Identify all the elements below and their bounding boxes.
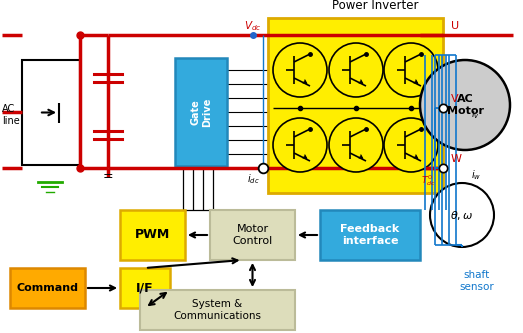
Circle shape bbox=[329, 118, 383, 172]
Text: shaft
sensor: shaft sensor bbox=[460, 270, 494, 292]
Bar bbox=[10, 268, 85, 308]
Text: System &
Communications: System & Communications bbox=[174, 299, 262, 321]
Bar bbox=[320, 210, 420, 260]
Circle shape bbox=[329, 43, 383, 97]
Text: Power Inverter: Power Inverter bbox=[332, 0, 419, 12]
Circle shape bbox=[420, 60, 510, 150]
Text: I/F: I/F bbox=[136, 281, 154, 294]
Text: W: W bbox=[451, 154, 462, 164]
Text: $V_{dc}$: $V_{dc}$ bbox=[244, 19, 262, 33]
Text: $\theta,\omega$: $\theta,\omega$ bbox=[450, 208, 474, 221]
Text: Command: Command bbox=[17, 283, 78, 293]
Circle shape bbox=[273, 43, 327, 97]
Text: Feedback
interface: Feedback interface bbox=[340, 224, 400, 246]
Text: PWM: PWM bbox=[135, 228, 170, 241]
Bar bbox=[210, 210, 295, 260]
Text: $i_v$: $i_v$ bbox=[471, 108, 480, 121]
Bar bbox=[140, 290, 295, 330]
Bar bbox=[268, 18, 443, 193]
Bar bbox=[175, 58, 227, 166]
Circle shape bbox=[384, 118, 438, 172]
Text: $T_{dc}^0$: $T_{dc}^0$ bbox=[421, 173, 436, 188]
Circle shape bbox=[384, 43, 438, 97]
Text: $i_{dc}$: $i_{dc}$ bbox=[247, 172, 259, 186]
Text: V: V bbox=[451, 94, 459, 104]
Bar bbox=[120, 210, 185, 260]
Text: Gate
Drive: Gate Drive bbox=[190, 97, 212, 127]
Circle shape bbox=[430, 183, 494, 247]
Text: Motor
Control: Motor Control bbox=[232, 224, 272, 246]
Text: AC
Motor: AC Motor bbox=[447, 94, 483, 116]
Text: $i_w$: $i_w$ bbox=[471, 168, 481, 182]
Bar bbox=[120, 268, 170, 308]
Circle shape bbox=[273, 118, 327, 172]
Bar bbox=[22, 60, 80, 165]
Text: AC
line: AC line bbox=[2, 105, 20, 126]
Text: =: = bbox=[103, 170, 113, 183]
Text: U: U bbox=[451, 21, 459, 31]
